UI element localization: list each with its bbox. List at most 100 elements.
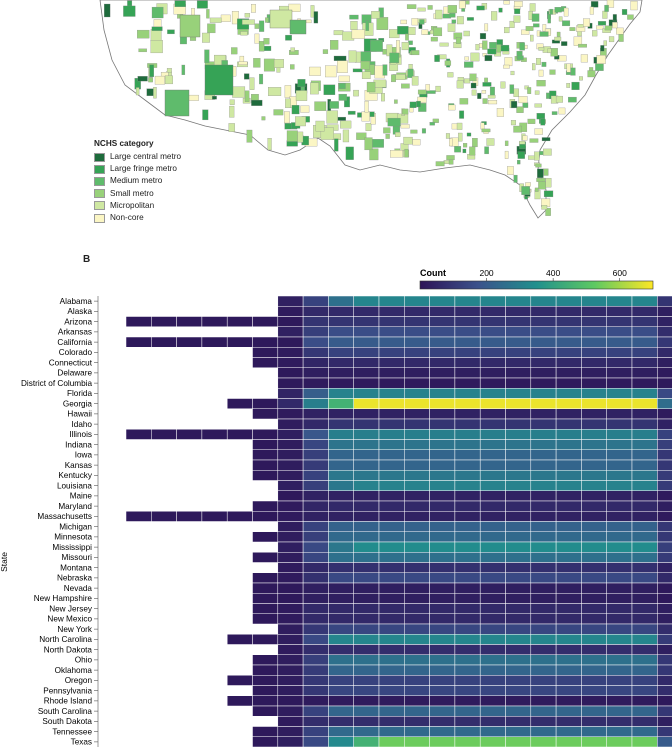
heatmap-cell [530,439,557,450]
heatmap-cell [429,634,456,645]
heatmap-cell [277,357,304,368]
heatmap-cell [555,716,582,727]
heatmap-cell [252,470,279,481]
heatmap-cell [581,736,607,748]
heatmap-cell [302,675,329,686]
heatmap-cell [378,306,405,317]
heatmap-cell [302,408,329,420]
county-shape [519,42,525,51]
county-shape [500,81,506,89]
heatmap-cell [429,408,456,420]
heatmap-cell [581,500,607,512]
heatmap-cell [555,654,582,666]
county-shape [251,4,256,13]
heatmap-cell [302,367,329,379]
county-shape [369,148,379,161]
county-shape [400,124,410,129]
heatmap-cell [454,552,481,563]
heatmap-cell [530,480,557,491]
county-shape [486,138,495,146]
heatmap-cell [429,541,456,553]
county-shape [569,27,576,31]
heatmap-cell [378,490,405,502]
county-shape [475,44,480,51]
heatmap-cell [657,316,672,327]
county-shape [466,17,474,21]
heatmap-cell [454,511,481,522]
heatmap-cell [479,316,506,327]
county-shape [164,89,190,117]
heatmap-cell [555,675,582,686]
heatmap-cell [328,726,354,737]
heatmap-cell [176,316,203,327]
heatmap-cell [454,398,481,409]
heatmap-cell [328,541,354,553]
county-shape [435,9,443,20]
county-shape [541,61,547,67]
heatmap-cell [631,459,658,471]
county-shape [630,0,638,11]
county-shape [371,11,380,19]
heatmap-cell [429,418,456,430]
heatmap-cell [378,326,405,338]
state-label: Oklahoma [55,666,93,675]
heatmap-cell [404,613,430,625]
heatmap-cell [555,664,582,676]
heatmap-cell [429,675,456,686]
county-shape [525,26,534,31]
heatmap-cell [302,603,329,614]
county-shape [583,18,591,27]
heatmap-cell [454,377,481,389]
heatmap-cell [530,675,557,686]
heatmap-cell [606,716,633,727]
county-shape [484,146,489,155]
heatmap-cell [631,654,658,666]
heatmap-cell [631,634,658,645]
heatmap-cell [429,593,456,604]
heatmap-cell [353,459,380,471]
county-shape [402,108,409,115]
heatmap-cell [555,695,582,707]
heatmap-cell [581,336,607,348]
county-shape [603,40,607,46]
county-shape [229,105,235,118]
state-label: Idaho [72,420,93,429]
county-shape [229,99,235,105]
county-shape [254,33,260,44]
heatmap-cell [479,418,506,430]
county-shape [137,76,148,82]
heatmap-cell [479,562,506,573]
county-shape [326,110,338,124]
heatmap-cell [479,306,506,317]
heatmap-cell [555,470,582,481]
heatmap-cell [404,347,430,358]
heatmap-cell [505,644,532,655]
heatmap-cell [404,675,430,686]
state-label: New York [57,625,92,634]
heatmap-cell [657,449,672,461]
heatmap-cell [657,736,672,748]
heatmap-cell [530,377,557,389]
legend-label: Medium metro [110,176,163,186]
heatmap-cell [378,675,405,686]
county-shape [469,73,477,82]
county-shape [549,8,553,15]
county-shape [433,27,443,37]
heatmap-cell [505,736,532,748]
county-shape [268,87,282,96]
heatmap-cell [581,552,607,563]
county-shape [578,43,587,48]
heatmap-cell [530,459,557,471]
heatmap-cell [429,449,456,461]
heatmap-cell [657,572,672,584]
county-shape [532,63,536,71]
colorbar-tick-label: 600 [613,268,627,278]
heatmap-cell [555,613,582,625]
heatmap-cell [429,367,456,379]
heatmap-cell [429,347,456,358]
heatmap-cell [277,716,304,727]
heatmap-cell [530,398,557,409]
heatmap-cell [378,357,405,368]
heatmap-cell [479,500,506,512]
county-shape [334,138,339,152]
